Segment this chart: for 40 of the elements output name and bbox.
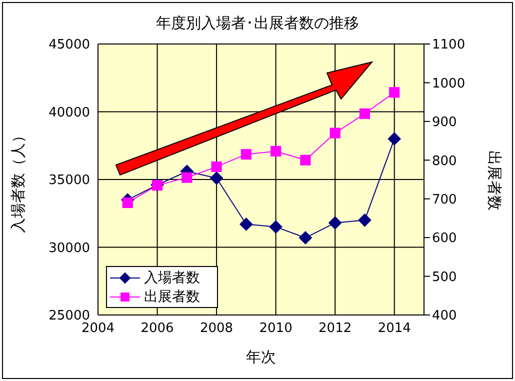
point [359, 108, 370, 119]
y2-tick-label: 900 [432, 115, 457, 130]
x-tick-label: 2004 [81, 321, 115, 336]
point [388, 132, 401, 146]
point [269, 220, 282, 234]
y-tick-label: 30000 [48, 240, 90, 256]
x-tick-label: 2014 [378, 321, 411, 336]
point [240, 149, 252, 160]
y2-tick-label: 600 [432, 231, 457, 246]
point [182, 172, 192, 183]
chart-title: 年度別入場者･出展者数の推移 [155, 14, 360, 33]
point [211, 161, 222, 172]
point [300, 154, 311, 166]
legend-label: 出展者数 [144, 288, 200, 306]
y2-tick-label: 1100 [432, 38, 466, 53]
x-tick-label: 2006 [140, 321, 174, 336]
point [298, 231, 312, 244]
y2-tick-label: 800 [432, 154, 457, 169]
y2-axis-title: 出展者数 [484, 150, 504, 210]
y2-tick-label: 400 [432, 308, 457, 324]
point [389, 87, 400, 98]
y-tick-label: 45000 [48, 38, 90, 53]
point [240, 218, 253, 231]
x-axis-title: 年次 [245, 348, 277, 367]
point [122, 197, 133, 208]
y2-tick-label: 500 [432, 270, 457, 285]
point [270, 146, 282, 157]
x-tick-label: 2008 [200, 321, 234, 336]
point [330, 128, 340, 138]
legend-label: 入場者数 [144, 268, 200, 286]
point [328, 216, 342, 230]
x-tick-label: 2012 [318, 321, 352, 336]
point [210, 172, 224, 185]
x-tick-label: 2010 [259, 321, 292, 336]
y-tick-label: 35000 [48, 173, 90, 188]
point [358, 214, 372, 227]
y-axis-title: 入場者数（人） [8, 128, 28, 232]
y2-tick-label: 700 [432, 192, 457, 208]
y2-tick-label: 1000 [432, 76, 466, 92]
y-tick-label: 40000 [48, 105, 90, 120]
